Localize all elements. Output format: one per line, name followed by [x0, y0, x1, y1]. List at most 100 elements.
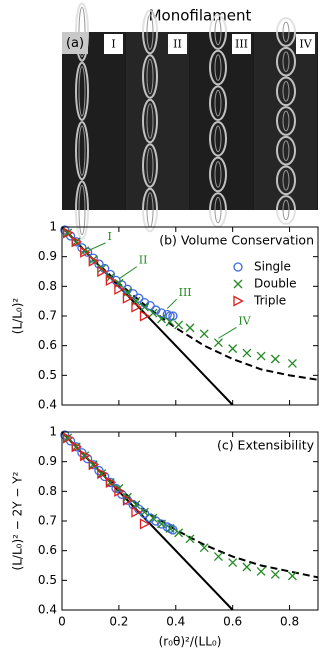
marker-x: [287, 359, 297, 368]
marker-x: [63, 228, 73, 238]
filament-bead: [276, 106, 296, 136]
filament-inner: [146, 58, 154, 95]
legend-label: Triple: [253, 294, 286, 308]
filament-bead: [142, 9, 158, 55]
marker-triangle: [122, 292, 134, 304]
marker-x: [63, 433, 73, 443]
photo-frame: IV: [254, 17, 317, 225]
filament-inner: [214, 18, 222, 46]
frame-label: III: [235, 38, 248, 51]
y-tick-label: 1: [49, 425, 57, 439]
marker-triangle: [105, 476, 117, 489]
x-axis-label: (r₀θ)²/(LL₀): [159, 635, 222, 649]
panel-label: (a): [66, 36, 84, 51]
frame-label: I: [111, 38, 115, 51]
marker-circle: [134, 293, 144, 303]
marker-circle: [145, 513, 155, 523]
y-tick-label: 0.8: [38, 279, 57, 293]
marker-x: [174, 320, 184, 330]
y-tick-label: 0.9: [38, 249, 57, 263]
marker-circle: [139, 508, 150, 519]
filament-inner: [282, 51, 290, 73]
y-tick-label: 0.7: [38, 514, 57, 528]
marker-triangle: [80, 246, 91, 258]
filament-inner: [214, 89, 222, 117]
filament-bead: [142, 143, 158, 188]
filament-bead: [209, 85, 227, 121]
marker-circle: [60, 430, 70, 440]
marker-circle: [156, 519, 167, 529]
marker-triangle: [97, 467, 108, 480]
marker-triangle: [139, 518, 151, 530]
marker-triangle: [122, 494, 134, 506]
model-line: [62, 432, 318, 579]
marker-x: [148, 513, 158, 523]
marker-x: [131, 500, 141, 510]
marker-x: [148, 308, 158, 318]
y-tick-label: 0.8: [38, 484, 57, 498]
frame-label: II: [173, 38, 182, 51]
marker-x: [97, 469, 107, 478]
marker-x: [270, 354, 280, 364]
marker-x: [256, 351, 266, 361]
filament-inner: [282, 199, 290, 221]
marker-triangle: [131, 301, 142, 313]
filament-inner: [78, 66, 86, 117]
filament-inner: [214, 54, 222, 81]
marker-triangle: [139, 310, 151, 322]
marker-circle: [151, 305, 161, 315]
frame-label: IV: [299, 38, 312, 51]
legend-label: Double: [254, 277, 297, 291]
marker-triangle: [63, 227, 74, 239]
filament-inner: [282, 110, 290, 132]
marker-x: [242, 562, 252, 572]
marker-x: [242, 348, 252, 358]
annotation: IV: [238, 314, 251, 327]
panel-title: (c) Extensibility: [217, 438, 315, 453]
marker-triangle: [63, 432, 74, 444]
filament-bead: [276, 195, 296, 225]
marker-triangle: [71, 236, 83, 248]
marker-x: [157, 314, 167, 324]
marker-x: [213, 552, 223, 562]
plot-frame: [61, 431, 319, 611]
filament-inner: [282, 170, 290, 191]
marker-circle: [128, 289, 138, 299]
filament-bead: [142, 98, 158, 144]
photo-frame: I: [62, 2, 125, 240]
y-axis-label: (L/L₀)²: [11, 298, 25, 335]
filament-bead: [209, 14, 227, 50]
filament-bead: [209, 121, 227, 157]
marker-x: [185, 534, 195, 544]
annotation: III: [179, 286, 192, 299]
filament-bead: [142, 54, 158, 99]
y-tick-label: 1: [49, 220, 57, 234]
y-tick-label: 0.5: [38, 368, 57, 382]
x-tick-label: 0.8: [280, 615, 299, 629]
legend-marker: [233, 279, 243, 289]
marker-circle: [60, 225, 70, 235]
annotation-arrow: [166, 298, 177, 309]
filament-bead: [209, 49, 227, 86]
frame-label-box: [104, 34, 123, 54]
photo-frame: III: [190, 14, 253, 228]
filament-bead: [75, 121, 89, 181]
filament-inner: [78, 125, 86, 176]
filament-bead: [209, 156, 227, 193]
legend-marker: [233, 295, 244, 307]
filament-inner: [78, 184, 86, 236]
filament-bead: [276, 46, 296, 77]
frame-label-box: [232, 34, 251, 54]
legend-marker: [233, 262, 243, 272]
filament-inner: [146, 147, 154, 184]
marker-x: [71, 237, 81, 247]
filament-bead: [276, 165, 296, 196]
photo-frame: II: [126, 9, 189, 233]
marker-x: [174, 528, 184, 538]
marker-circle: [77, 448, 87, 458]
marker-triangle: [105, 274, 117, 286]
marker-x: [213, 338, 223, 348]
frame-bg: [190, 32, 253, 210]
filament-inner: [214, 125, 222, 153]
